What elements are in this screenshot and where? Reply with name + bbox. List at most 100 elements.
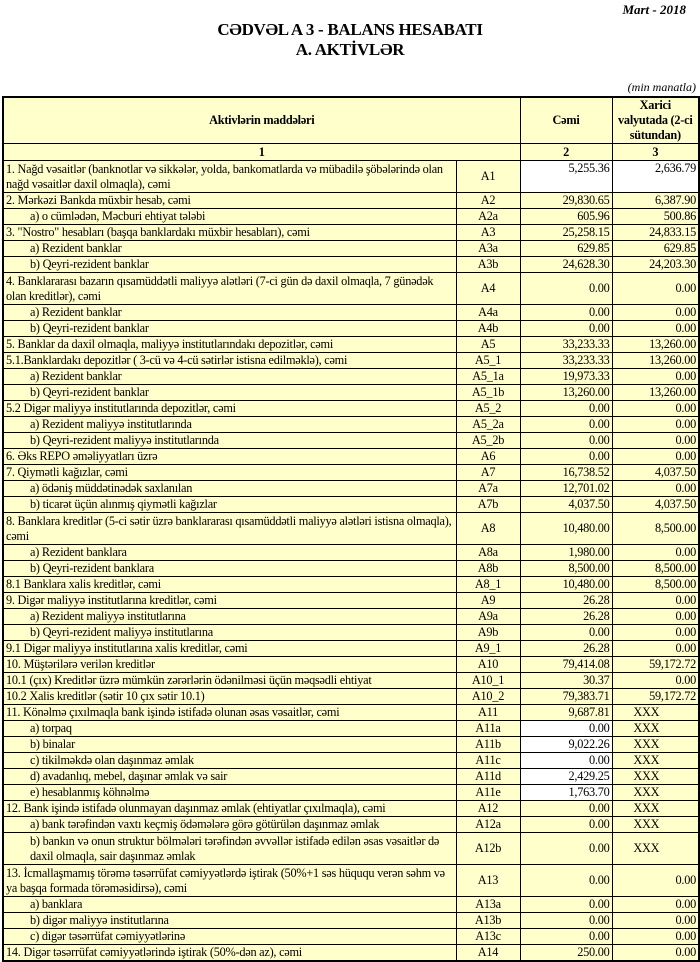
table-row: 2. Mərkəzi Bankda müxbir hesab, cəmi A2 29… [2, 192, 700, 209]
row-label: 2. Mərkəzi Bankda müxbir hesab, cəmi [2, 192, 457, 209]
report-date: Mart - 2018 [622, 2, 686, 17]
row-label: 9.1 Digər maliyyə institutlarına xalis k… [2, 640, 457, 657]
row-total: 0.00 [519, 720, 613, 737]
column-number: 1 [2, 143, 521, 161]
row-label: b) ticarət üçün alınmış qiymətli kağızla… [2, 496, 457, 513]
table-row: 7. Qiymətli kağızlar, cəmi A7 16,738.52 4,0… [2, 464, 700, 481]
row-foreign: 13,260.00 [611, 336, 700, 353]
row-label: 5. Banklar da daxil olmaqla, maliyyə ins… [2, 336, 457, 353]
row-code: A5 [455, 336, 521, 353]
row-code: A10_1 [455, 672, 521, 689]
row-total: 0.00 [519, 928, 613, 945]
table-row: a) Rezident banklara A8a 1,980.00 0.00 [2, 544, 700, 561]
row-code: A2 [455, 192, 521, 209]
table-row: 9. Digər maliyyə institutlarına kreditlə… [2, 592, 700, 609]
row-label: 3. "Nostro" hesabları (başqa banklardakı… [2, 224, 457, 241]
row-label: 10.1 (çıx) Kreditlər üzrə mümkün zərərlə… [2, 672, 457, 689]
row-code: A5_2b [455, 432, 521, 449]
row-foreign: 0.00 [611, 272, 700, 305]
row-total: 605.96 [519, 208, 613, 225]
row-label: 10. Müştərilərə verilən kreditlər [2, 656, 457, 673]
row-foreign: 8,500.00 [611, 560, 700, 577]
table-row: 10. Müştərilərə verilən kreditlər A10 79,4… [2, 656, 700, 673]
row-total: 9,687.81 [519, 704, 613, 721]
row-foreign: 500.86 [611, 208, 700, 225]
row-foreign: 13,260.00 [611, 352, 700, 369]
row-code: A12b [455, 832, 521, 865]
row-foreign: 59,172.72 [611, 656, 700, 673]
row-foreign: 2,636.79 [611, 160, 700, 193]
row-total: 13,260.00 [519, 384, 613, 401]
row-label: 11. Könəlmə çıxılmaqla bank işində istif… [2, 704, 457, 721]
row-label: 13. İcmallaşmamış törəmə təsərrüfat cəmi… [2, 864, 457, 897]
row-total: 0.00 [519, 800, 613, 817]
row-label: a) Rezident banklar [2, 240, 457, 257]
row-total: 4,037.50 [519, 496, 613, 513]
row-foreign: 0.00 [611, 640, 700, 657]
row-total: 26.28 [519, 640, 613, 657]
row-total: 26.28 [519, 592, 613, 609]
row-total: 26.28 [519, 608, 613, 625]
table-row: 8. Banklara kreditlər (5-ci sətir üzrə b… [2, 512, 700, 545]
table-row: 5.1.Banklardakı depozitlər ( 3-cü və 4-c… [2, 352, 700, 369]
row-foreign: 0.00 [611, 944, 700, 962]
row-label: 14. Digər təsərrüfat cəmiyyətlərində işt… [2, 944, 457, 962]
table-row: c) tikilməkdə olan daşınmaz əmlak A11c 0.0… [2, 752, 700, 769]
row-foreign: XXX [611, 752, 700, 769]
table-row: a) Rezident banklar A3a 629.85 629.85 [2, 240, 700, 257]
row-total: 29,830.65 [519, 192, 613, 209]
row-code: A3a [455, 240, 521, 257]
row-total: 0.00 [519, 816, 613, 833]
column-number-row: 1 2 3 [2, 143, 700, 161]
table-row: a) ödəniş müddətinədək saxlanılan A7a 12,7… [2, 480, 700, 497]
row-label: a) bank tərəfindən vaxtı keçmiş ödəmələr… [2, 816, 457, 833]
row-label: 5.2 Digər maliyyə institutlarında depozi… [2, 400, 457, 417]
row-label: b) Qeyri-rezident maliyyə institutlarınd… [2, 432, 457, 449]
column-number: 3 [611, 143, 700, 161]
row-total: 30.37 [519, 672, 613, 689]
row-label: c) tikilməkdə olan daşınmaz əmlak [2, 752, 457, 769]
row-foreign: 0.00 [611, 368, 700, 385]
row-foreign: 0.00 [611, 608, 700, 625]
row-label: 5.1.Banklardakı depozitlər ( 3-cü və 4-c… [2, 352, 457, 369]
row-foreign: 0.00 [611, 400, 700, 417]
row-code: A14 [455, 944, 521, 962]
row-foreign: 59,172.72 [611, 688, 700, 705]
row-code: A11c [455, 752, 521, 769]
row-total: 10,480.00 [519, 512, 613, 545]
row-label: 4. Banklararası bazarın qısamüddətli mal… [2, 272, 457, 305]
row-label: 8. Banklara kreditlər (5-ci sətir üzrə b… [2, 512, 457, 545]
page-title: CƏDVƏL A 3 - BALANS HESABATI [217, 20, 483, 39]
table-row: 1. Nağd vəsaitlər (banknotlar və sikkələ… [2, 160, 700, 193]
row-label: b) Qeyri-rezident banklar [2, 384, 457, 401]
row-label: c) digər təsərrüfat cəmiyyətlərinə [2, 928, 457, 945]
row-code: A9b [455, 624, 521, 641]
row-foreign: 0.00 [611, 320, 700, 337]
table-row: 10.2 Xalis kreditlər (sətir 10 çıx sətir… [2, 688, 700, 705]
table-row: b) binalar A11b 9,022.26 XXX [2, 736, 700, 753]
row-code: A8b [455, 560, 521, 577]
row-total: 5,255.36 [519, 160, 613, 193]
table-row: 5. Banklar da daxil olmaqla, maliyyə ins… [2, 336, 700, 353]
row-code: A5_1b [455, 384, 521, 401]
table-row: 8.1 Banklara xalis kreditlər, cəmi A8_1 10… [2, 576, 700, 593]
row-total: 0.00 [519, 448, 613, 465]
row-label: a) Rezident maliyyə institutlarında [2, 416, 457, 433]
row-total: 8,500.00 [519, 560, 613, 577]
row-label: e) hesablanmış köhnəlmə [2, 784, 457, 801]
row-label: 8.1 Banklara xalis kreditlər, cəmi [2, 576, 457, 593]
row-total: 79,414.08 [519, 656, 613, 673]
row-total: 25,258.15 [519, 224, 613, 241]
row-label: 7. Qiymətli kağızlar, cəmi [2, 464, 457, 481]
table-row: 14. Digər təsərrüfat cəmiyyətlərində işt… [2, 944, 700, 962]
table-row: b) Qeyri-rezident maliyyə institutlarına… [2, 624, 700, 641]
table-row: b) bankın və onun struktur bölmələri tər… [2, 832, 700, 865]
row-foreign: 0.00 [611, 432, 700, 449]
table-row: d) avadanlıq, mebel, daşınar əmlak və sa… [2, 768, 700, 785]
row-total: 0.00 [519, 864, 613, 897]
row-label: 12. Bank işində istifadə olunmayan daşın… [2, 800, 457, 817]
table-row: a) o cümlədən, Məcburi ehtiyat tələbi A2a… [2, 208, 700, 225]
row-total: 0.00 [519, 912, 613, 929]
row-label: a) banklara [2, 896, 457, 913]
table-row: 4. Banklararası bazarın qısamüddətli mal… [2, 272, 700, 305]
